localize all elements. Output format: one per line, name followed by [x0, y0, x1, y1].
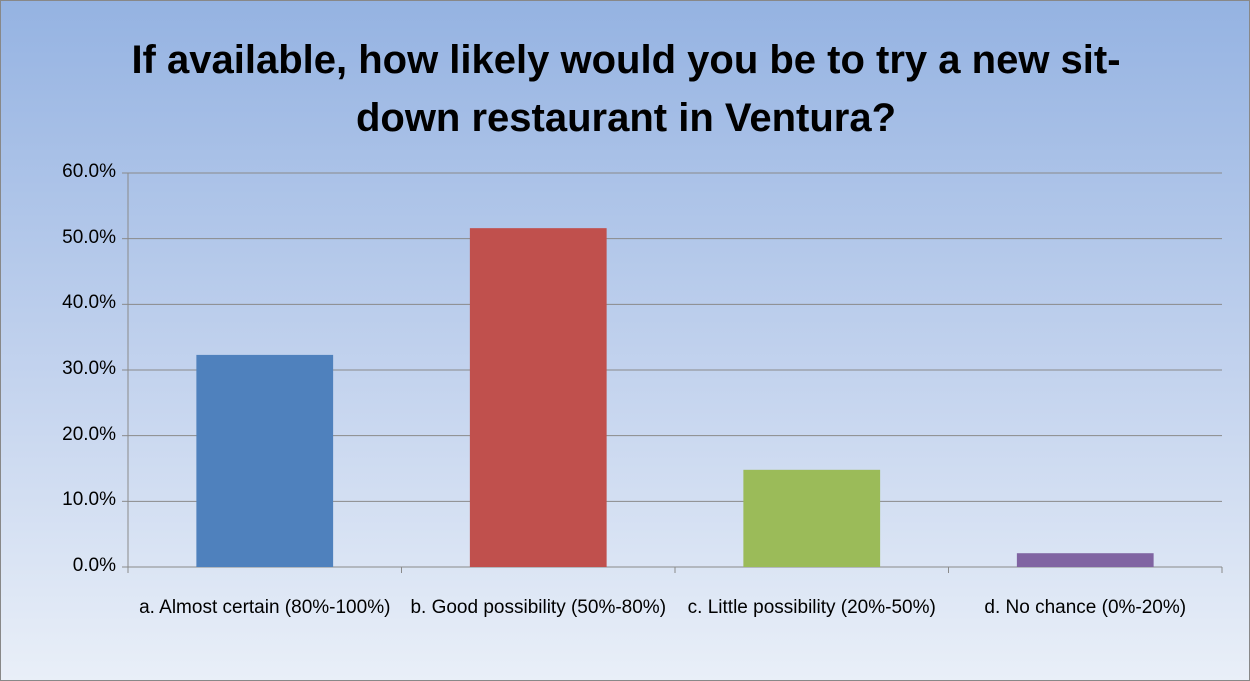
y-tick-label: 20.0% — [62, 423, 116, 445]
bar — [196, 354, 334, 567]
y-tick-label: 10.0% — [62, 489, 116, 511]
chart-title: If available, how likely would you be to… — [131, 38, 1121, 140]
bar — [1016, 553, 1154, 567]
x-tick-label: a. Almost certain (80%-100%) — [139, 597, 391, 618]
y-tick-label: 60.0% — [62, 161, 116, 182]
y-tick-label: 50.0% — [62, 226, 116, 248]
y-tick-label: 40.0% — [62, 292, 116, 314]
x-tick-label: d. No chance (0%-20%) — [984, 597, 1187, 618]
x-tick-label: c. Little possibility (20%-50%) — [687, 597, 936, 618]
y-tick-label: 30.0% — [62, 358, 116, 379]
bar — [469, 228, 607, 567]
y-tick-label: 0.0% — [72, 555, 116, 576]
x-tick-label: b. Good possibility (50%-80%) — [410, 597, 667, 618]
bar — [743, 469, 881, 567]
